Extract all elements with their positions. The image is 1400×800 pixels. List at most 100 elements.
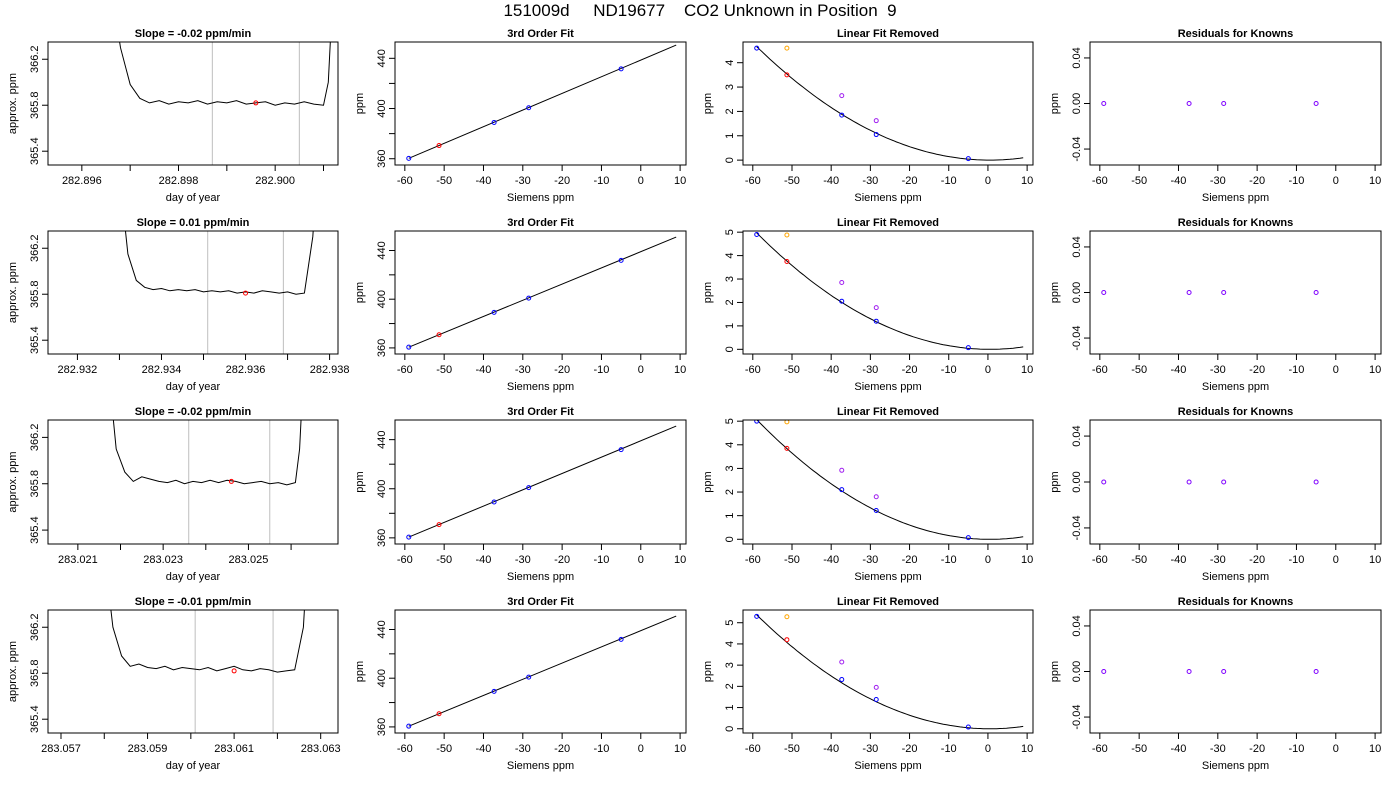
y-tick-label: 360 <box>376 150 388 168</box>
y-tick-label: 2 <box>724 108 736 114</box>
x-tick-label: -10 <box>1288 554 1304 566</box>
plot-area <box>406 425 677 540</box>
y-tick-label: 0.04 <box>1071 47 1083 68</box>
panel-resid-row-3: Residuals for Knowns -60 -50 -40 -30 -20 -10 0 1… <box>1049 406 1382 583</box>
x-tick-label: 0 <box>638 364 644 376</box>
x-tick-label: -40 <box>823 364 839 376</box>
panel-linear-row-4: Linear Fit Removed -60 -50 -40 -30 -20 -10 0 10 0… <box>702 596 1034 772</box>
plot-frame <box>742 230 1034 355</box>
x-tick-label: 10 <box>1021 554 1033 566</box>
y-axis-label: ppm <box>702 282 714 303</box>
x-tick-label: -50 <box>784 364 800 376</box>
x-axis-label: Siemens ppm <box>507 571 574 583</box>
x-tick-label: -30 <box>1210 364 1226 376</box>
y-axis-label: approx. ppm <box>7 73 19 134</box>
residual-curve <box>756 232 1024 350</box>
panel-title: Residuals for Knowns <box>1178 596 1294 608</box>
plot-area <box>754 45 1024 162</box>
plot-frame <box>742 419 1034 545</box>
plot-area <box>406 615 677 729</box>
plot-frame <box>1089 41 1382 166</box>
y-tick-label: 360 <box>376 339 388 357</box>
data-point <box>784 637 790 643</box>
data-point <box>491 688 497 694</box>
data-point <box>1186 669 1192 674</box>
data-point <box>839 487 845 493</box>
x-tick-label: -10 <box>941 554 957 566</box>
y-axis-label: ppm <box>354 661 366 682</box>
x-tick-label: 0 <box>985 364 991 376</box>
data-point <box>618 447 624 453</box>
y-tick-label: 2 <box>724 299 736 305</box>
data-point <box>1101 290 1107 295</box>
y-tick-label: 365.4 <box>29 326 41 354</box>
plot-frame <box>1089 230 1382 355</box>
data-point <box>526 105 532 111</box>
y-tick-label: 400 <box>376 99 388 117</box>
data-point <box>754 232 760 238</box>
panel-title: 3rd Order Fit <box>507 217 574 229</box>
data-point <box>873 132 879 138</box>
panel-linear-row-2: Linear Fit Removed -60 -50 -40 -30 -20 -10 0 10 0… <box>702 217 1034 393</box>
y-tick-label: 5 <box>724 418 736 424</box>
data-point <box>1101 101 1107 106</box>
x-tick-label: -40 <box>823 175 839 187</box>
y-tick-label: 440 <box>376 241 388 259</box>
x-axis-label: Siemens ppm <box>1202 760 1269 772</box>
y-tick-label: 3 <box>724 84 736 90</box>
x-tick-label: -50 <box>436 554 452 566</box>
y-tick-label: -0.04 <box>1071 326 1083 351</box>
x-tick-label: -30 <box>1210 175 1226 187</box>
data-point <box>1221 669 1227 674</box>
x-tick-label: 282.896 <box>62 175 102 187</box>
data-point <box>965 345 971 351</box>
data-point <box>1186 101 1192 106</box>
panel-resid-row-4: Residuals for Knowns -60 -50 -40 -30 -20 -10 0 1… <box>1049 596 1382 772</box>
data-point <box>873 696 879 702</box>
x-tick-label: 283.063 <box>301 743 341 755</box>
plot-frame <box>742 609 1034 734</box>
y-axis-label: approx. ppm <box>7 262 19 323</box>
y-axis-label: ppm <box>354 93 366 114</box>
x-tick-label: -10 <box>593 743 609 755</box>
y-tick-label: 400 <box>376 290 388 308</box>
panel-title: Residuals for Knowns <box>1178 28 1294 40</box>
data-point <box>754 420 760 424</box>
x-tick-label: -30 <box>862 743 878 755</box>
trace-line <box>110 610 305 673</box>
panel-title: Linear Fit Removed <box>837 596 939 608</box>
x-tick-label: -40 <box>476 364 492 376</box>
x-tick-label: 10 <box>1021 364 1033 376</box>
data-point <box>784 614 790 620</box>
y-axis-label: ppm <box>1049 471 1061 492</box>
plot-area <box>1101 479 1319 485</box>
x-tick-label: -10 <box>593 554 609 566</box>
data-point <box>406 155 412 161</box>
y-tick-label: 1 <box>724 704 736 710</box>
y-tick-label: 1 <box>724 513 736 519</box>
x-tick-label: -20 <box>1249 364 1265 376</box>
x-tick-label: 10 <box>674 743 686 755</box>
x-tick-label: 282.936 <box>226 364 266 376</box>
y-tick-label: 0.00 <box>1071 471 1083 492</box>
y-tick-label: 4 <box>724 442 736 448</box>
data-point <box>491 119 497 125</box>
x-tick-label: -20 <box>1249 743 1265 755</box>
plot-frame <box>47 609 339 734</box>
x-tick-label: 10 <box>1369 364 1381 376</box>
x-tick-label: 10 <box>1021 175 1033 187</box>
y-tick-label: 0.04 <box>1071 425 1083 446</box>
data-point <box>873 507 879 513</box>
panel-fit-row-3: 3rd Order Fit -60 -50 -40 -30 -20 -10 0 10 360 400… <box>354 406 687 583</box>
data-point <box>526 485 532 491</box>
y-tick-label: 365.8 <box>29 91 41 119</box>
panel-title: Residuals for Knowns <box>1178 217 1294 229</box>
x-tick-label: -50 <box>436 364 452 376</box>
x-tick-label: 282.938 <box>310 364 350 376</box>
x-tick-label: -30 <box>515 364 531 376</box>
panel-linear-row-1: Linear Fit Removed -60 -50 -40 -30 -20 -10 0 10 0… <box>702 28 1034 204</box>
panel-title: Slope = -0.01 ppm/min <box>135 596 252 608</box>
x-tick-label: -30 <box>515 743 531 755</box>
x-tick-label: -10 <box>1288 364 1304 376</box>
plot-area <box>112 420 302 544</box>
